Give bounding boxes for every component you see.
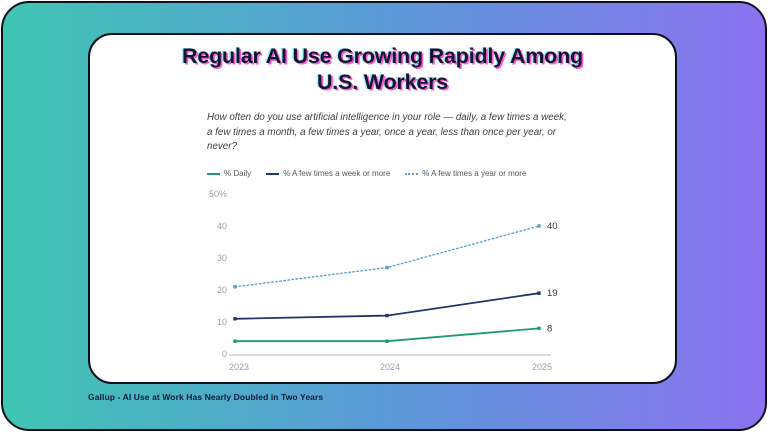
chart-title: Regular AI Use Growing Rapidly Among U.S… [182, 44, 583, 94]
y-tick-label: 50% [209, 189, 227, 199]
legend-item: % A few times a week or more [266, 169, 390, 178]
data-point-marker [385, 265, 389, 270]
chart-legend: % Daily % A few times a week or more % A f… [207, 169, 526, 178]
y-tick-label: 0 [222, 349, 227, 359]
x-tick-label: 2024 [380, 362, 400, 372]
legend-label: % A few times a year or more [422, 169, 527, 178]
y-tick-label: 30 [217, 253, 227, 263]
line-chart-svg: 0 10 20 30 40 50% 2023 2024 2025 8 19 40 [209, 189, 558, 372]
data-point-marker [537, 326, 541, 331]
legend-item: % Daily [207, 169, 251, 178]
series-end-label: 40 [547, 221, 558, 232]
data-point-marker [537, 291, 541, 295]
y-tick-label: 10 [217, 317, 227, 327]
legend-swatch-icon [405, 172, 419, 175]
data-point-marker [233, 285, 237, 289]
chart-subtitle: How often do you use artificial intellig… [207, 112, 567, 153]
x-tick-label: 2023 [229, 362, 249, 372]
legend-label: % Daily [224, 169, 252, 178]
y-tick-label: 40 [217, 221, 227, 231]
legend-swatch-icon [207, 172, 220, 175]
x-tick-label: 2025 [532, 362, 552, 372]
data-point-marker [385, 313, 389, 318]
legend-swatch-icon [266, 172, 280, 175]
data-point-marker [537, 224, 541, 228]
legend-label: % A few times a week or more [283, 169, 391, 178]
series-end-label: 8 [547, 323, 552, 334]
series-end-label: 19 [547, 288, 558, 299]
chart-card: Regular AI Use Growing Rapidly Among U.S… [88, 33, 677, 384]
data-point-marker [233, 317, 237, 321]
data-point-marker [385, 339, 389, 343]
source-caption: Gallup - AI Use at Work Has Nearly Doubl… [88, 392, 324, 402]
data-point-marker [233, 339, 237, 343]
series-line [234, 327, 540, 343]
y-tick-label: 20 [217, 285, 227, 295]
line-chart: 0 10 20 30 40 50% 2023 2024 2025 8 19 40 [197, 187, 577, 383]
series-line [234, 225, 540, 288]
legend-item: % A few times a year or more [405, 169, 526, 178]
